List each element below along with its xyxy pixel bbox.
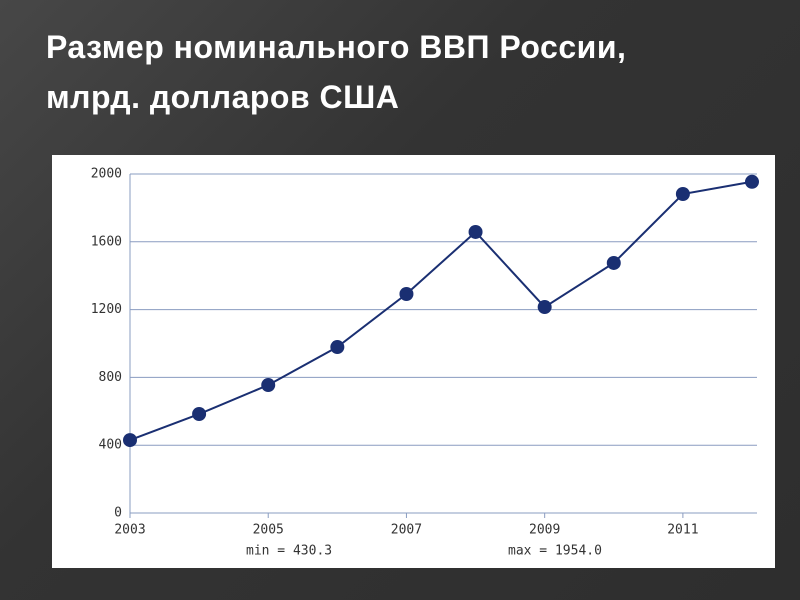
y-tick-label: 800 [99, 370, 122, 385]
data-point [330, 340, 345, 355]
data-point [261, 378, 276, 393]
series-line [129, 180, 753, 441]
data-point [745, 174, 759, 189]
data-point [537, 300, 552, 315]
x-tick-label: 2005 [253, 523, 284, 538]
chart-panel [52, 155, 775, 568]
x-tick-label: 2003 [114, 523, 145, 538]
x-tick-label: 2007 [391, 523, 422, 538]
data-point [606, 255, 621, 270]
x-tick-label: 2009 [529, 523, 560, 538]
y-tick-label: 1600 [91, 234, 122, 249]
data-point [468, 224, 483, 239]
data-point [675, 187, 690, 202]
y-tick-label: 2000 [91, 167, 122, 182]
slide-title: Размер номинального ВВП России, млрд. до… [46, 29, 627, 115]
y-tick-label: 0 [114, 506, 122, 521]
min-annotation: min = 430.3 [246, 544, 332, 559]
data-point [123, 433, 137, 448]
data-point [399, 287, 414, 302]
x-tick-label: 2011 [667, 523, 698, 538]
max-annotation: max = 1954.0 [508, 544, 602, 559]
data-point [192, 407, 207, 422]
y-tick-label: 400 [99, 438, 122, 453]
y-tick-label: 1200 [91, 302, 122, 317]
